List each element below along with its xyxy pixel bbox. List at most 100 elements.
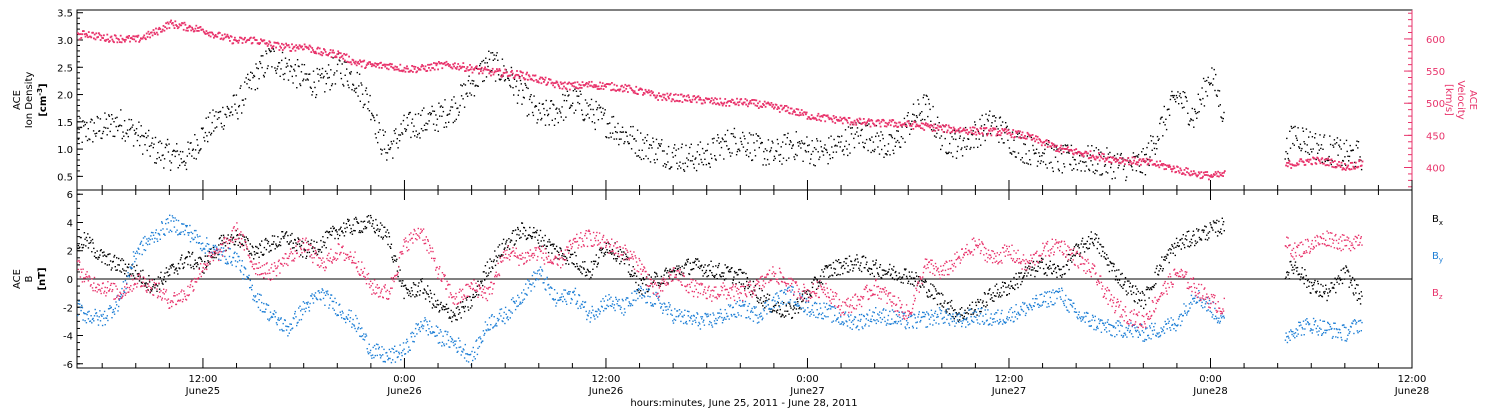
- velocity-point-1045: [954, 131, 957, 133]
- velocity-point-394: [407, 70, 410, 73]
- bx-point-585: [469, 307, 472, 309]
- bx-point-381: [332, 227, 335, 230]
- bx-point-970: [728, 271, 730, 273]
- bx-point-1613: [1160, 265, 1162, 267]
- density-point-1006: [837, 135, 839, 138]
- velocity-point-1272: [1145, 160, 1147, 163]
- density-point-252: [267, 65, 269, 67]
- bx-point-1093: [811, 281, 813, 284]
- bx-point-606: [484, 279, 486, 281]
- velocity-point-818: [763, 100, 766, 103]
- velocity-point-567: [553, 82, 555, 84]
- bx-point-1544: [1114, 270, 1116, 272]
- bx-point-577: [464, 305, 466, 308]
- bx-point-1589: [1144, 299, 1146, 302]
- density-point-1132: [932, 105, 934, 108]
- velocity-point-552: [540, 82, 543, 85]
- velocity-point-464: [466, 66, 469, 68]
- density-point-798: [680, 167, 682, 169]
- velocity-point-577: [561, 87, 564, 90]
- density-point-1150: [946, 152, 948, 155]
- density-point-369: [355, 87, 358, 89]
- velocity-point-728: [688, 96, 690, 99]
- bx-point-257: [249, 243, 251, 245]
- density-point-1512: [1219, 104, 1221, 106]
- bx-point-341: [306, 255, 308, 257]
- density-point-924: [775, 150, 777, 152]
- density-point-229: [250, 71, 252, 73]
- bx-point-64: [120, 259, 122, 262]
- velocity-point-851: [791, 112, 794, 115]
- density-point-457: [422, 130, 424, 132]
- bx-point-23: [92, 242, 94, 244]
- bx-point-605: [483, 271, 485, 273]
- velocity-point-1455: [1359, 159, 1361, 161]
- velocity-point-162: [213, 36, 215, 39]
- bx-point-1527: [1102, 246, 1105, 248]
- density-point-1590: [1339, 146, 1341, 148]
- bx-point-1367: [995, 295, 997, 297]
- bx-point-519: [425, 291, 427, 293]
- velocity-point-531: [522, 77, 525, 79]
- density-point-1001: [833, 138, 835, 141]
- bx-point-1055: [785, 305, 787, 307]
- bx-point-632: [501, 242, 503, 245]
- bx-point-245: [241, 243, 243, 245]
- bx-point-1708: [1284, 278, 1287, 280]
- bx-point-708: [552, 245, 554, 247]
- bx-point-188: [203, 272, 205, 274]
- bx-point-419: [358, 231, 360, 234]
- velocity-point-24: [97, 36, 99, 38]
- density-point-575: [511, 74, 513, 76]
- bx-point-450: [379, 228, 381, 231]
- density-point-951: [795, 131, 797, 133]
- bx-point-1584: [1141, 299, 1143, 301]
- velocity-point-1244: [1121, 161, 1124, 163]
- velocity-point-213: [255, 39, 258, 41]
- velocity-point-398: [411, 65, 413, 67]
- density-point-256: [270, 50, 272, 52]
- density-point-88: [143, 135, 145, 138]
- density-point-742: [637, 155, 640, 157]
- bx-point-1720: [1292, 272, 1295, 275]
- bx-point-581: [467, 306, 469, 308]
- velocity-point-146: [199, 26, 202, 28]
- velocity-point-1135: [1030, 134, 1032, 137]
- velocity-point-801: [749, 100, 752, 102]
- density-point-146: [187, 141, 189, 143]
- velocity-point-376: [392, 67, 395, 69]
- bx-point-305: [281, 231, 284, 233]
- bx-point-1043: [777, 302, 779, 304]
- density-point-998: [831, 146, 833, 148]
- bx-point-703: [549, 241, 551, 243]
- velocity-point-119: [176, 27, 179, 30]
- density-point-1075: [889, 154, 891, 156]
- velocity-point-30: [102, 37, 104, 39]
- density-point-995: [828, 154, 831, 156]
- velocity-point-1131: [1026, 131, 1029, 134]
- density-point-890: [749, 152, 751, 154]
- bx-point-254: [247, 239, 249, 242]
- bx-point-1387: [1008, 293, 1010, 295]
- density-point-1345: [1093, 150, 1095, 152]
- velocity-point-1199: [1083, 152, 1086, 155]
- density-point-474: [435, 114, 437, 116]
- bx-point-1736: [1303, 282, 1305, 285]
- bx-point-1706: [1222, 221, 1225, 223]
- bx-point-211: [218, 238, 221, 240]
- density-point-557: [497, 74, 500, 76]
- density-point-1619: [1360, 168, 1363, 171]
- density-point-23: [94, 133, 96, 135]
- velocity-point-1218: [1099, 155, 1102, 158]
- density-point-6: [81, 141, 83, 143]
- bx-point-1689: [1211, 227, 1213, 229]
- density-point-128: [173, 150, 176, 152]
- velocity-point-383: [398, 69, 401, 72]
- density-point-421: [395, 128, 397, 130]
- density-point-257: [271, 66, 273, 68]
- density-point-554: [495, 54, 497, 57]
- bx-point-128: [163, 279, 165, 281]
- density-point-1250: [1021, 157, 1023, 159]
- bx-point-267: [256, 246, 258, 248]
- bx-point-9: [83, 244, 85, 246]
